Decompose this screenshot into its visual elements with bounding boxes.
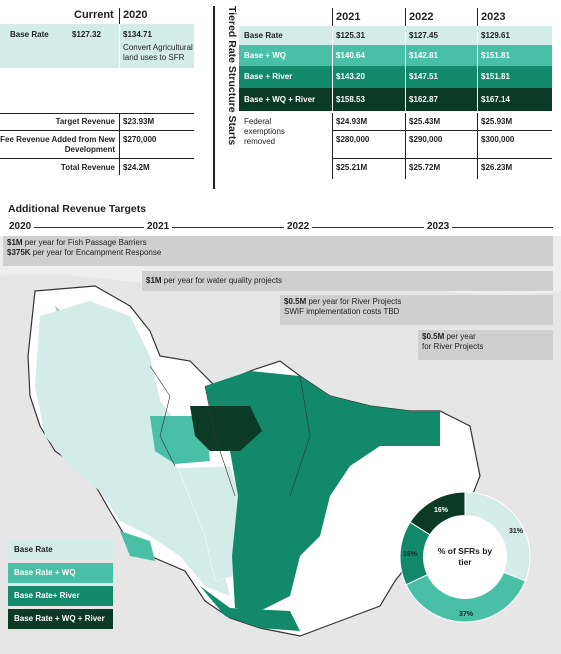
donut-label-river: 16% [403,551,418,558]
divider [119,24,120,68]
row-base-river [239,66,552,88]
row-value: $151.81 [481,51,510,60]
band-text: per year for Encampment Response [30,248,162,257]
band-amount: $0.5M [284,297,307,306]
target-revenue-value: $23.93M [123,117,155,126]
total-revenue-value: $24.2M [123,163,150,172]
row-value: $162.87 [409,95,438,104]
band-amount: $0.5M [422,332,445,341]
target-value: $25.43M [409,117,441,126]
band-text: SWIF implementation costs TBD [284,307,400,316]
row-value: $129.61 [481,31,510,40]
band-2023: $0.5M per year for River Projects [418,330,553,360]
row-base-wq-river [239,88,552,111]
row-value: $125.31 [336,31,365,40]
donut-label-base: 31% [509,528,524,535]
revenue-targets-title: Additional Revenue Targets [8,203,147,215]
total-value: $25.72M [409,163,441,172]
band-text: per year [444,332,476,341]
divider [0,130,194,131]
row-value: $143.20 [336,72,365,81]
row-value: $158.53 [336,95,365,104]
band-text: per year for Fish Passage Barriers [22,238,147,247]
vertical-title: Tiered Rate Structure Starts [226,6,238,146]
base-rate-note: Convert Agricultural land uses to SFR [123,43,193,62]
divider [405,26,406,111]
divider [477,26,478,111]
band-2021: $1M per year for water quality projects [142,271,553,291]
band-text: for River Projects [422,342,484,351]
base-rate-label: Base Rate [10,30,49,39]
legend-base-wq: Base Rate + WQ [8,563,113,583]
fee-value: $300,000 [481,135,515,144]
divider [332,113,333,179]
divider [477,8,478,26]
row-base-rate [239,26,552,45]
col-current-header: Current [74,9,114,21]
total-value: $26.23M [481,163,513,172]
row-label: Base + River [244,72,293,81]
row-label: Base Rate [244,31,283,40]
base-rate-2020: $134.71 [123,30,152,39]
row-label: Base + WQ [244,51,287,60]
divider [0,158,194,159]
divider [332,130,552,131]
year-header-2021: 2021 [336,11,361,23]
timeline-year: 2021 [144,221,173,232]
row-label: Base + WQ + River [244,95,316,104]
row-value: $127.45 [409,31,438,40]
timeline-year: 2022 [284,221,313,232]
year-header-2022: 2022 [409,11,434,23]
divider [332,158,552,159]
legend-base-wq-river: Base Rate + WQ + River [8,609,113,629]
divider [405,8,406,26]
donut-label-all: 16% [434,507,449,514]
band-2022: $0.5M per year for River Projects SWIF i… [280,295,553,325]
band-2020: $1M per year for Fish Passage Barriers $… [3,236,553,266]
donut-label-wq: 37% [459,611,474,618]
target-revenue-label: Target Revenue [55,117,115,126]
divider [405,113,406,179]
timeline-line [8,227,553,228]
fee-revenue-label: Fee Revenue Added from New Development [0,135,115,154]
title-divider [213,6,215,189]
divider [332,26,333,111]
row-base-wq [239,45,552,66]
target-value: $24.93M [336,117,368,126]
base-rate-current: $127.32 [72,30,101,39]
total-revenue-label: Total Revenue [60,163,115,172]
base-rate-row-bg [0,24,194,68]
row-value: $147.51 [409,72,438,81]
band-text: per year for water quality projects [161,276,283,285]
col-2020-header: 2020 [123,9,148,21]
row-value: $140.64 [336,51,365,60]
row-value: $151.81 [481,72,510,81]
fee-revenue-value: $270,000 [123,135,157,144]
row-value: $142.81 [409,51,438,60]
fee-value: $280,000 [336,135,370,144]
band-amount: $1M [7,238,23,247]
band-amount: $1M [146,276,162,285]
divider [332,8,333,26]
divider [0,113,194,114]
sfr-tier-donut [399,491,531,623]
legend-base-rate: Base Rate [8,540,113,560]
federal-note: Federal exemptions removed [244,117,285,146]
divider [477,113,478,179]
vertical-title-wrap: Tiered Rate Structure Starts [226,6,238,189]
total-value: $25.21M [336,163,368,172]
year-header-2023: 2023 [481,11,506,23]
divider [119,113,120,175]
donut-hole [423,515,507,599]
fee-value: $290,000 [409,135,443,144]
band-text: per year for River Projects [306,297,402,306]
row-value: $167.14 [481,95,510,104]
timeline-year: 2020 [6,221,35,232]
legend-base-river: Base Rate+ River [8,586,113,606]
divider [119,8,120,24]
target-value: $25.93M [481,117,513,126]
donut-center-label: % of SFRs by tier [437,546,493,567]
band-amount: $375K [7,248,31,257]
timeline-year: 2023 [424,221,453,232]
